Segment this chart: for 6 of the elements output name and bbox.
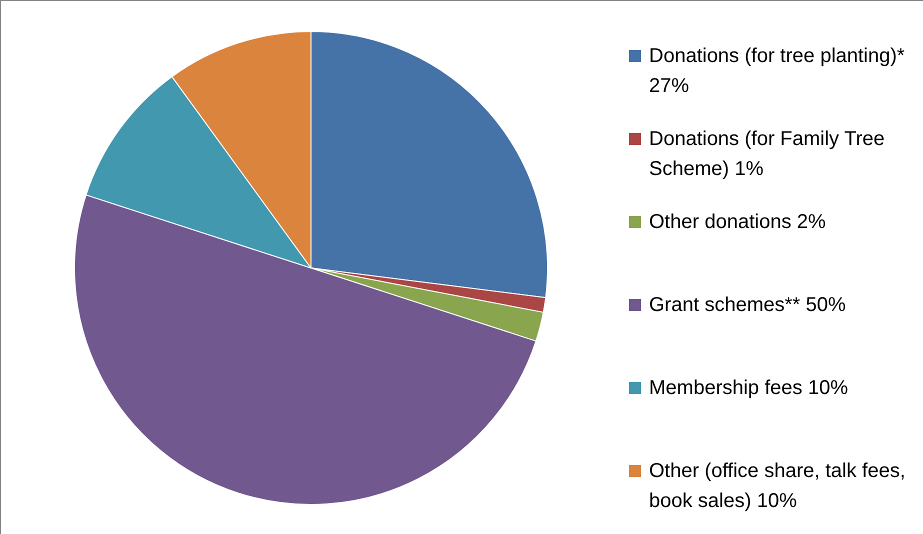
legend-label: Membership fees 10% (649, 376, 848, 401)
legend-label: Donations (for tree planting)* 27% (649, 44, 906, 99)
legend-label: Other (office share, talk fees, book sales) 10% (649, 459, 906, 514)
legend-label: Grant schemes** 50% (649, 293, 846, 318)
legend-label: Other donations 2% (649, 210, 826, 235)
legend-label: Donations (for Family Tree Scheme) 1% (649, 127, 886, 182)
